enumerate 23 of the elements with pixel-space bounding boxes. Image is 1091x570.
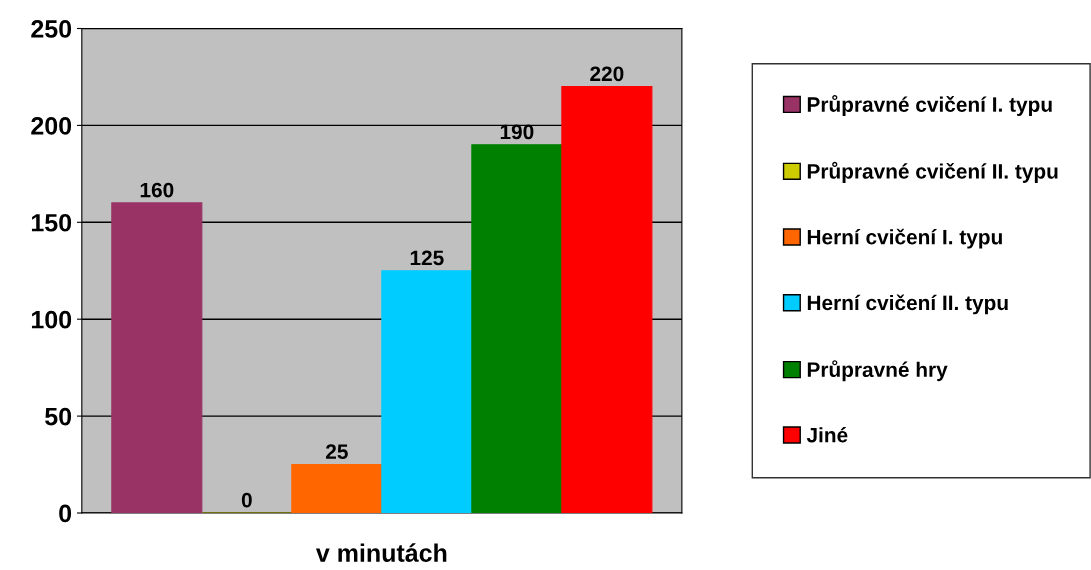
bar [561, 86, 653, 513]
data-label: 160 [140, 182, 174, 198]
y-tick-label: 150 [31, 213, 72, 232]
data-label: 125 [410, 250, 444, 266]
legend-label: Herní cvičení II. typu [807, 294, 1008, 315]
legend-label: Průpravné hry [807, 360, 948, 382]
y-tick-label: 0 [59, 504, 72, 523]
bar [381, 270, 473, 513]
legend-label: Herní cvičení I. typu [807, 228, 1002, 249]
y-tick-label: 200 [31, 117, 72, 135]
data-label: 25 [325, 444, 348, 460]
data-label: 0 [241, 492, 252, 508]
bar [111, 202, 203, 513]
bar [471, 144, 563, 513]
bar [291, 463, 383, 513]
x-tick-label: v minutách [315, 543, 447, 562]
legend-label: Průpravné cvičení I. typu [807, 94, 1052, 116]
legend-label: Průpravné cvičení II. typu [807, 161, 1058, 183]
data-label: 220 [590, 66, 624, 82]
y-tick-label: 250 [31, 20, 72, 38]
y-tick-label: 100 [31, 310, 72, 329]
y-tick-label: 50 [45, 407, 72, 426]
legend-label: Jiné [806, 426, 848, 443]
